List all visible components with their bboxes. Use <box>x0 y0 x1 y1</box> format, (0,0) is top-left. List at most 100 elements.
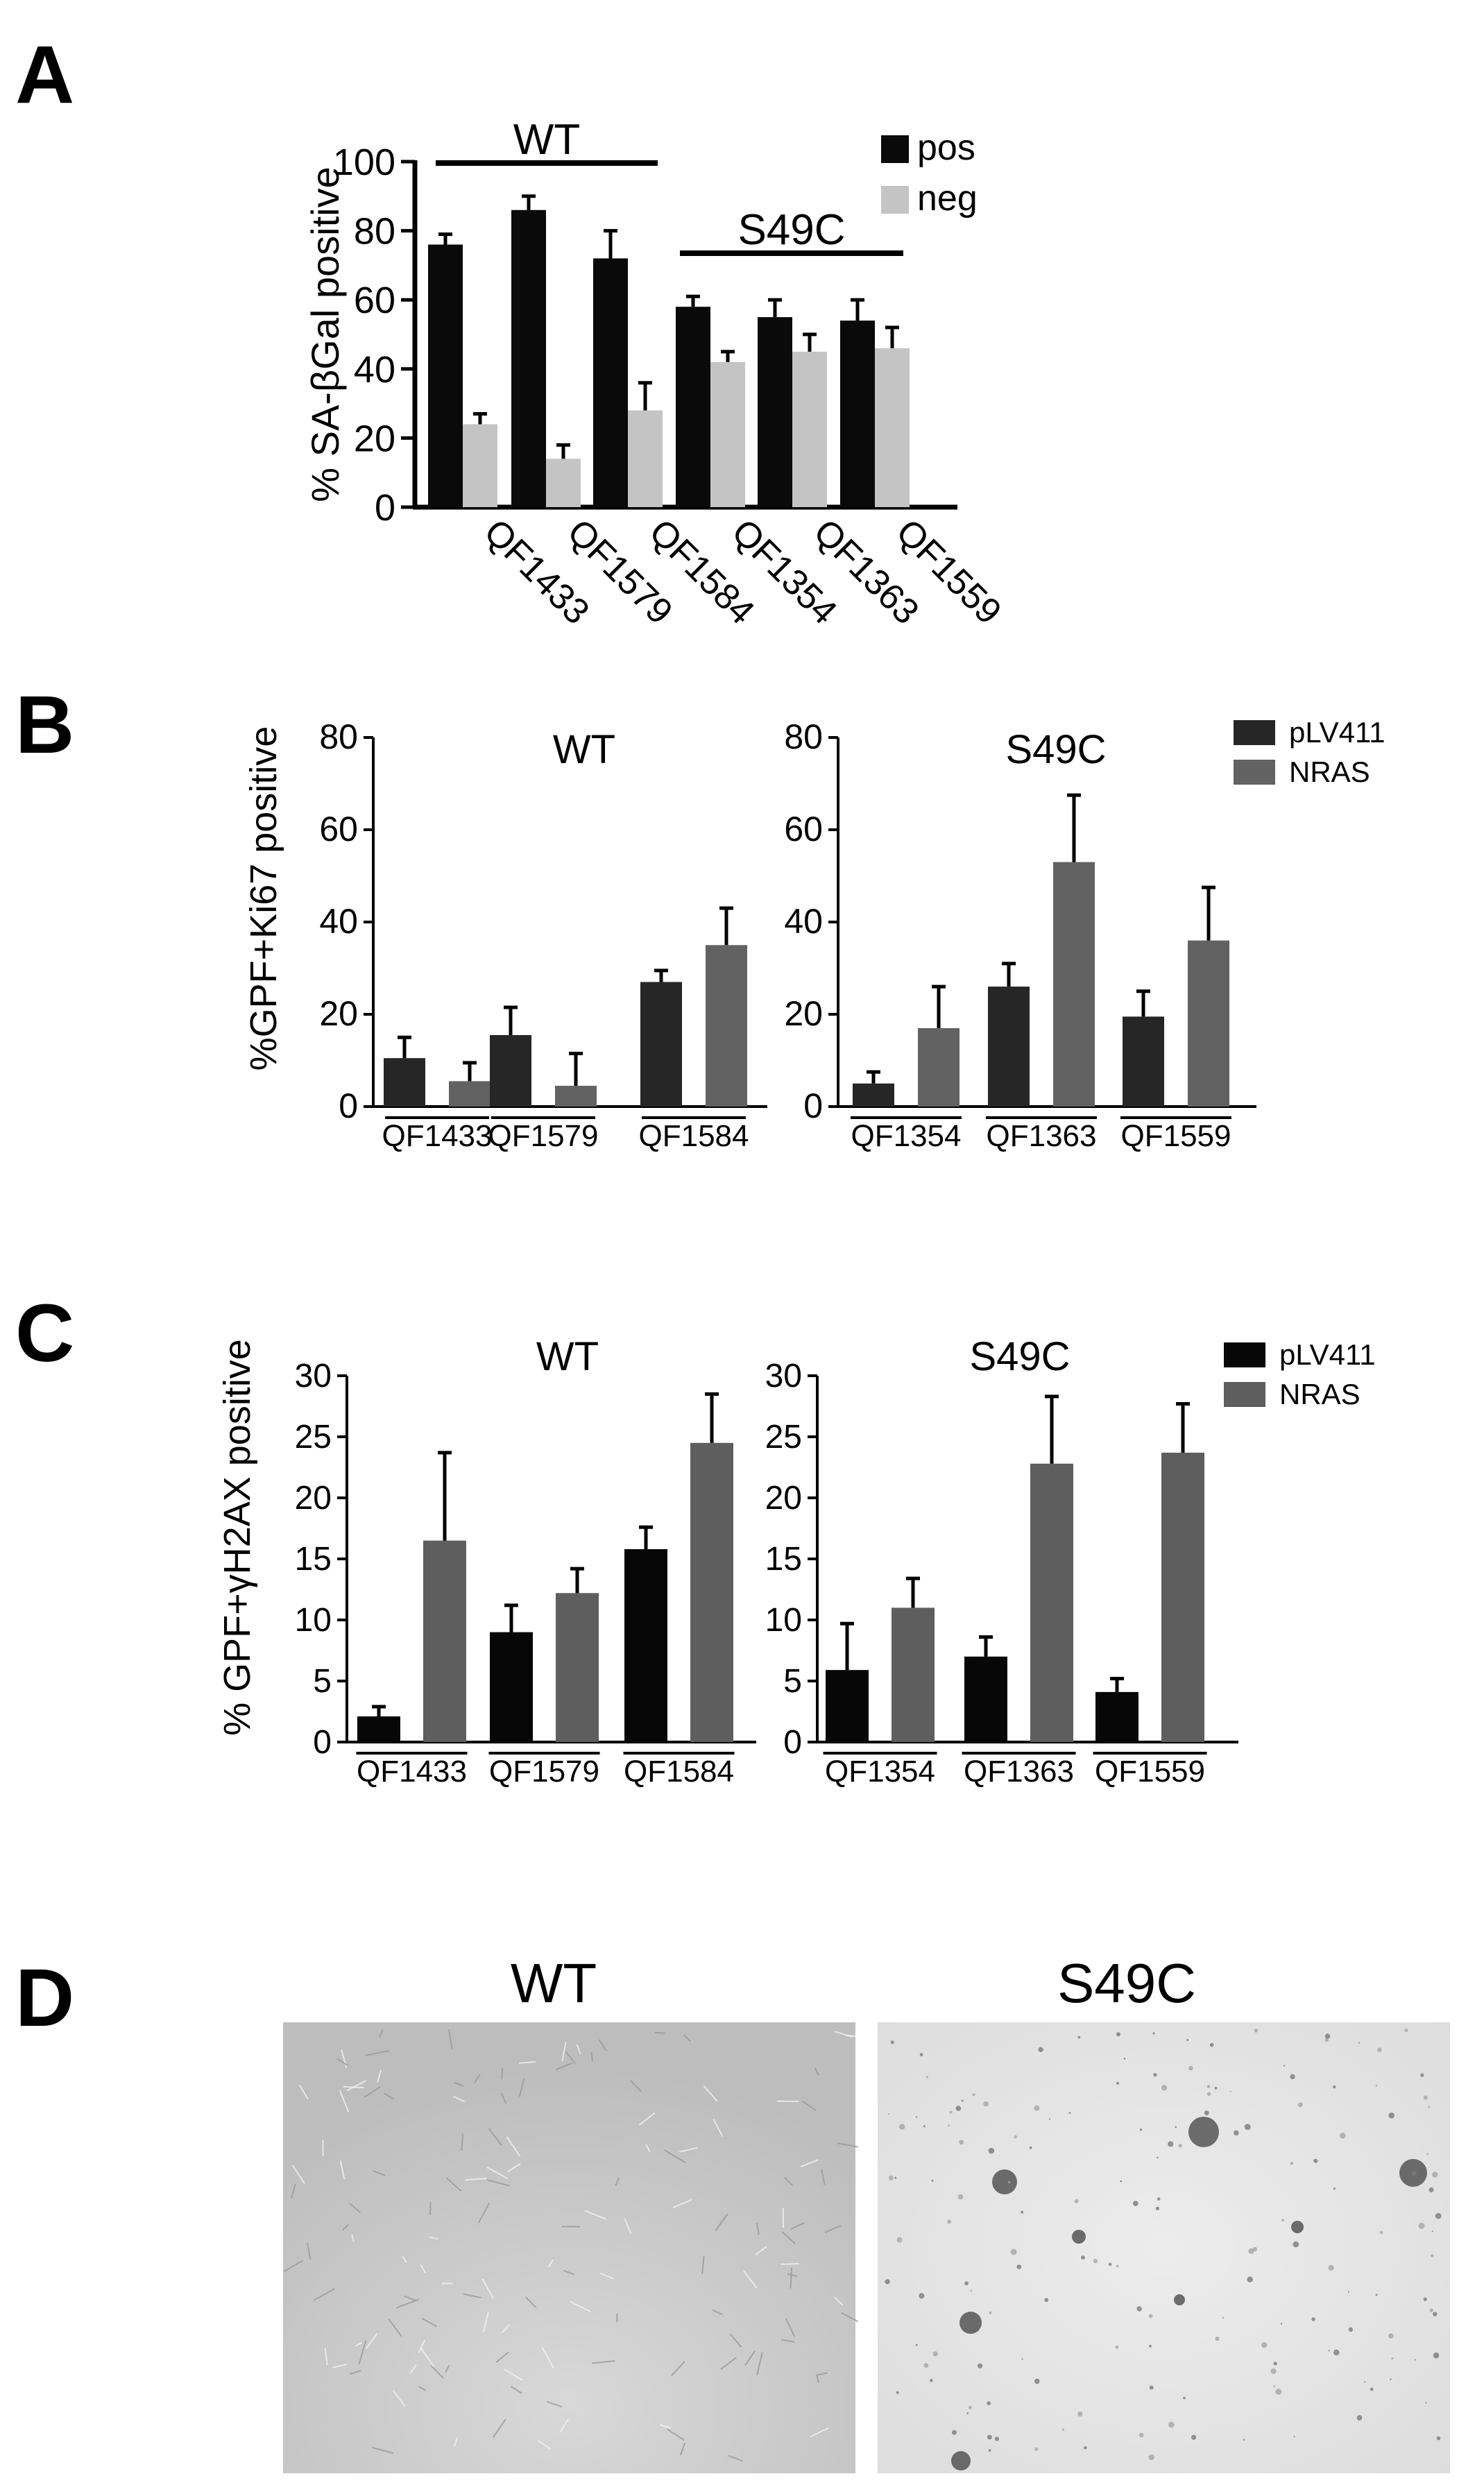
cell-debris <box>1254 2029 1259 2033</box>
cell-fibroblast <box>599 2272 614 2280</box>
x-tick-label: QF1584 <box>639 1119 749 1153</box>
cell-fibroblast <box>590 2051 593 2062</box>
cell-debris <box>919 2293 925 2299</box>
cell-fibroblast <box>679 2442 686 2456</box>
cell-fibroblast <box>349 2369 361 2375</box>
cell-fibroblast <box>781 2339 795 2343</box>
cell-fibroblast <box>703 2085 718 2102</box>
chart-c: 0 5 10 15 20 25 30 WT QF1433 QF1579 QF1584 0 5 10 15 20… <box>216 1334 1376 1789</box>
cell-debris <box>1034 2447 1039 2451</box>
bar-pos <box>428 244 463 507</box>
y-tick-label: 30 <box>295 1358 332 1394</box>
cell-fibroblast <box>324 2348 328 2366</box>
cell-debris <box>1074 2199 1079 2203</box>
microscopy-image-s49c <box>878 2022 1450 2473</box>
cell-debris <box>1328 2350 1330 2352</box>
cell-debris <box>1388 2333 1394 2339</box>
cell-fibroblast <box>420 2347 435 2367</box>
cell-debris <box>1435 2212 1442 2219</box>
cell-fibroblast <box>488 2128 502 2146</box>
cell-debris <box>1068 2112 1071 2114</box>
bar-NRAS <box>556 1593 599 1742</box>
cell-fibroblast <box>448 2029 453 2049</box>
y-tick-label: 60 <box>354 280 395 321</box>
cell-debris <box>1123 2057 1126 2060</box>
cell-fibroblast <box>624 2218 632 2235</box>
cell-debris <box>966 2412 969 2414</box>
cell-debris <box>1029 2146 1032 2149</box>
cell-fibroblast <box>728 2455 744 2462</box>
cell-debris <box>1152 2032 1155 2035</box>
cell-debris <box>948 2124 950 2127</box>
cell-debris <box>1333 2187 1336 2190</box>
x-tick-label: QF1579 <box>488 1119 599 1153</box>
cell-debris <box>1423 2095 1428 2100</box>
cell-fibroblast <box>666 2428 685 2441</box>
image-title-wt: WT <box>511 1952 597 2014</box>
cell-debris <box>1391 2357 1394 2360</box>
cell-debris <box>1081 2255 1085 2260</box>
y-tick-label: 10 <box>765 1602 802 1639</box>
x-tick-label: QF1559 <box>1121 1119 1231 1153</box>
y-tick-label: 5 <box>783 1663 802 1700</box>
legend-swatch-neg <box>881 186 909 214</box>
cell-debris <box>1431 2254 1434 2258</box>
cell-fibroblast <box>518 2079 525 2097</box>
bar-pLV411 <box>1123 1016 1164 1107</box>
cell-debris <box>1431 2171 1438 2178</box>
x-tick-label: QF1354 <box>851 1119 962 1153</box>
y-tick-label: 0 <box>339 1086 358 1125</box>
cell-debris <box>1293 2435 1295 2438</box>
bar-pLV411 <box>624 1548 667 1742</box>
cell-fibroblast <box>790 2267 792 2289</box>
y-tick-label: 30 <box>765 1358 802 1394</box>
bar-NRAS <box>1161 1452 1204 1742</box>
cell-debris <box>961 2099 964 2102</box>
cell-fibroblast <box>453 2095 465 2103</box>
bar-pLV411 <box>384 1058 425 1107</box>
cell-fibroblast <box>504 2369 523 2381</box>
cell-colony <box>960 2312 982 2334</box>
cell-debris <box>899 2124 905 2130</box>
cell-debris <box>1375 2085 1378 2087</box>
cell-debris <box>1244 2124 1251 2131</box>
x-tick-label: QF1584 <box>624 1755 734 1789</box>
bar-NRAS <box>449 1081 491 1107</box>
cell-fibroblast <box>351 2235 355 2242</box>
cell-debris <box>1358 2042 1361 2044</box>
cell-debris <box>885 2279 890 2285</box>
cell-debris <box>1273 2362 1277 2366</box>
bar-neg <box>875 348 910 507</box>
cell-fibroblast <box>290 2183 296 2199</box>
cell-fibroblast <box>501 2323 511 2334</box>
cell-debris <box>1247 2276 1253 2283</box>
cell-debris <box>957 2194 964 2200</box>
cell-debris <box>1273 2385 1276 2387</box>
cell-fibroblast <box>800 2159 819 2167</box>
cell-fibroblast <box>834 2031 853 2038</box>
subplot-title: WT <box>553 727 615 772</box>
bar-NRAS <box>690 1442 733 1742</box>
cell-fibroblast <box>341 2049 348 2069</box>
cell-debris <box>923 2363 929 2368</box>
cell-fibroblast <box>486 2167 509 2180</box>
y-tick-label: 60 <box>319 810 358 848</box>
y-tick-label: 0 <box>783 1724 802 1761</box>
cell-debris <box>1183 2396 1186 2400</box>
cell-fibroblast <box>349 2203 361 2213</box>
legend-swatch-nras <box>1234 760 1275 785</box>
cell-debris <box>1038 2047 1043 2052</box>
bar-pLV411 <box>853 1083 894 1107</box>
subplot-title: S49C <box>1005 727 1106 772</box>
cell-fibroblast <box>445 2177 462 2192</box>
cell-debris <box>1148 2344 1152 2348</box>
cell-debris <box>1431 2230 1433 2233</box>
cell-fibroblast <box>418 2386 426 2391</box>
y-axis-label: % SA-βGal positive <box>303 167 347 502</box>
y-tick-label: 0 <box>313 1724 332 1761</box>
cell-debris <box>994 2437 999 2441</box>
microscopy-image-wt <box>283 2022 855 2473</box>
y-tick-label: 20 <box>784 994 823 1033</box>
cell-fibroblast <box>537 2439 551 2450</box>
cell-fibroblast <box>420 2264 427 2273</box>
